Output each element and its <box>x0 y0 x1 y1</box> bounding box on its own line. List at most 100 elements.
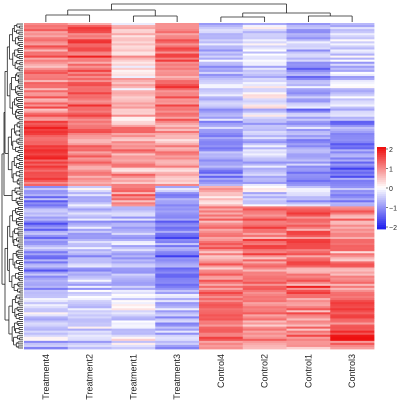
heatmap-cell <box>199 320 244 323</box>
heatmap-cell <box>155 183 200 187</box>
heatmap-cell <box>111 147 156 150</box>
heatmap-cell <box>67 37 112 40</box>
heatmap-cell <box>330 204 375 207</box>
heatmap-cell <box>111 255 156 258</box>
heatmap-cell <box>199 271 244 275</box>
heatmap-cell <box>67 122 112 126</box>
legend-swatch <box>377 151 386 154</box>
heatmap-cell <box>111 116 156 120</box>
heatmap-cell <box>24 302 69 305</box>
heatmap-cell <box>155 234 200 238</box>
heatmap-cell <box>286 243 331 246</box>
heatmap-cell <box>155 167 200 171</box>
heatmap-cell <box>330 100 375 103</box>
heatmap-cell <box>155 41 200 44</box>
heatmap-cell <box>155 45 200 48</box>
heatmap-cell <box>286 78 331 81</box>
heatmap-cell <box>24 314 69 317</box>
heatmap-cell <box>330 75 375 79</box>
heatmap-cell <box>24 336 69 340</box>
heatmap-cell <box>155 222 200 226</box>
heatmap-cell <box>330 159 375 162</box>
heatmap-cell <box>199 202 244 205</box>
heatmap-cell <box>330 287 375 291</box>
heatmap-cell <box>242 330 287 334</box>
heatmap-cell <box>286 302 331 305</box>
heatmap-cell <box>199 96 244 99</box>
heatmap-cell <box>111 143 156 146</box>
heatmap-cell <box>286 300 331 303</box>
heatmap-cell <box>24 310 69 313</box>
heatmap-cell <box>199 155 244 158</box>
heatmap-cell <box>242 63 287 67</box>
heatmap-cell <box>330 130 375 134</box>
heatmap-cell <box>155 165 200 169</box>
heatmap-cell <box>24 80 69 83</box>
heatmap-cell <box>67 147 112 150</box>
heatmap-cell <box>242 261 287 264</box>
heatmap-cell <box>199 145 244 148</box>
heatmap-cell <box>111 338 156 342</box>
heatmap-cell <box>286 37 331 40</box>
heatmap-cell <box>242 251 287 254</box>
heatmap-cell <box>199 206 244 209</box>
heatmap-cell <box>111 159 156 162</box>
heatmap-cell <box>286 238 331 242</box>
heatmap-cell <box>111 196 156 199</box>
heatmap-cell <box>24 257 69 260</box>
heatmap-cell <box>24 55 69 59</box>
heatmap-cell <box>111 75 156 79</box>
heatmap-cell <box>199 198 244 201</box>
heatmap-cell <box>24 324 69 327</box>
heatmap-cell <box>286 31 331 34</box>
heatmap-cell <box>199 126 244 130</box>
heatmap-cell <box>199 300 244 303</box>
heatmap-cell <box>242 75 287 79</box>
heatmap-cell <box>242 218 287 222</box>
heatmap-cell <box>67 143 112 146</box>
heatmap-cell <box>199 304 244 307</box>
heatmap-cell <box>330 147 375 150</box>
heatmap-cell <box>286 340 331 344</box>
heatmap-cell <box>199 57 244 61</box>
heatmap-cell <box>242 293 287 297</box>
heatmap-cell <box>286 346 331 350</box>
heatmap-cell <box>242 27 287 30</box>
legend-swatch <box>377 222 386 226</box>
heatmap-cell <box>286 316 331 319</box>
heatmap-cell <box>67 228 112 232</box>
heatmap-cell <box>286 96 331 99</box>
heatmap-cell <box>67 53 112 56</box>
heatmap-cell <box>286 165 331 169</box>
heatmap-cell <box>24 165 69 169</box>
heatmap-cell <box>242 80 287 83</box>
heatmap-cell <box>330 67 375 71</box>
heatmap-cell <box>111 216 156 219</box>
heatmap-cell <box>67 88 112 91</box>
heatmap-cell <box>67 47 112 50</box>
heatmap-cell <box>24 94 69 97</box>
heatmap-cell <box>286 35 331 38</box>
heatmap-cell <box>199 269 244 272</box>
heatmap-cell <box>24 173 69 177</box>
heatmap-cell <box>155 255 200 258</box>
heatmap-cell <box>199 102 244 105</box>
heatmap-cell <box>67 285 112 289</box>
heatmap-cell <box>242 220 287 224</box>
heatmap-cell <box>24 137 69 140</box>
heatmap-cell <box>242 249 287 252</box>
heatmap-cell <box>67 65 112 69</box>
heatmap-cell <box>24 212 69 215</box>
heatmap-cell <box>199 69 244 73</box>
heatmap-cell <box>111 263 156 266</box>
heatmap-cell <box>199 71 244 75</box>
heatmap-cell <box>155 218 200 222</box>
heatmap-cell <box>155 188 200 191</box>
heatmap-cell <box>286 190 331 193</box>
heatmap-cell <box>330 122 375 126</box>
heatmap-cell <box>242 265 287 268</box>
heatmap-cell <box>286 171 331 175</box>
heatmap-cell <box>111 151 156 154</box>
heatmap-cell <box>330 245 375 248</box>
heatmap-cell <box>67 267 112 270</box>
